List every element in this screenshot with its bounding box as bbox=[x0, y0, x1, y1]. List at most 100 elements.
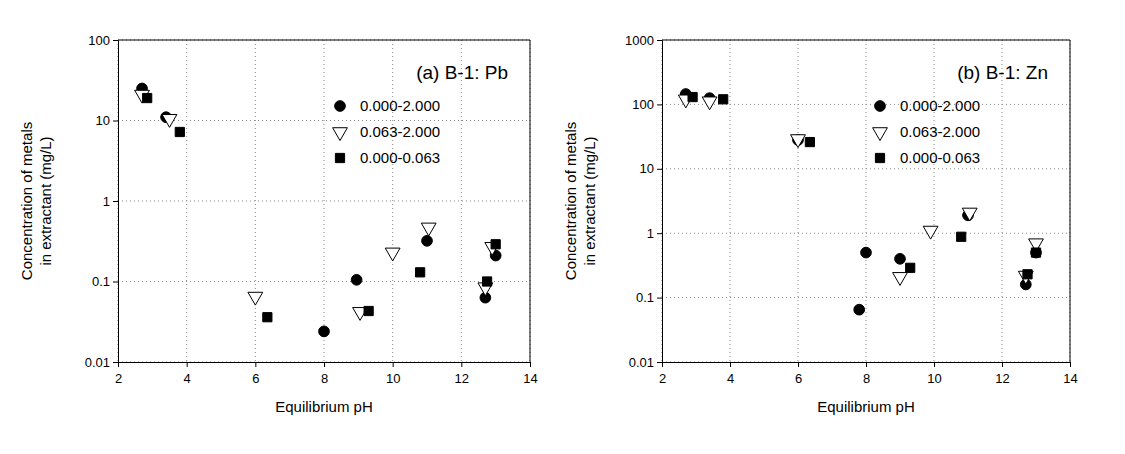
y-tick-label: 1 bbox=[647, 226, 654, 241]
point bbox=[854, 304, 865, 315]
grid-line-y bbox=[662, 40, 1070, 41]
point bbox=[791, 135, 806, 148]
x-tick-label: 4 bbox=[727, 371, 734, 386]
x-axis-title: Equilibrium pH bbox=[817, 398, 915, 415]
point bbox=[688, 92, 697, 101]
grid-line-y bbox=[118, 201, 530, 202]
grid-line-x bbox=[530, 40, 531, 362]
y-axis-title: in extractant (mg/L) bbox=[37, 136, 54, 265]
x-tick-mark bbox=[1070, 362, 1071, 367]
y-tick-label: 10 bbox=[96, 113, 110, 128]
y-tick-label: 0.1 bbox=[92, 274, 110, 289]
point bbox=[962, 208, 977, 221]
x-tick: 6 bbox=[252, 362, 259, 386]
x-axis: 2 4 6 8 10 12 14 bbox=[115, 362, 538, 386]
y-tick-mark bbox=[657, 169, 662, 170]
x-tick-label: 14 bbox=[1063, 371, 1077, 386]
point bbox=[351, 274, 362, 285]
grid bbox=[118, 40, 530, 362]
grid-line-x bbox=[1002, 40, 1003, 362]
y-axis-line bbox=[657, 41, 663, 363]
x-axis-line bbox=[119, 363, 531, 368]
x-tick-mark bbox=[393, 362, 394, 367]
x-tick-mark bbox=[255, 362, 256, 367]
point bbox=[1031, 248, 1040, 257]
title: (a) B-1: Pb bbox=[416, 62, 508, 83]
y-tick: 10 bbox=[640, 161, 662, 176]
y-tick: 0.1 bbox=[636, 290, 662, 305]
y-tick: 1 bbox=[103, 194, 118, 209]
y-tick: 0.1 bbox=[92, 274, 118, 289]
legend-label: 0.000-2.000 bbox=[360, 97, 440, 114]
x-tick-label: 4 bbox=[184, 371, 191, 386]
point bbox=[719, 95, 728, 104]
x-tick: 12 bbox=[455, 362, 469, 386]
y-tick-mark bbox=[657, 233, 662, 234]
x-tick-mark bbox=[798, 362, 799, 367]
x-tick: 4 bbox=[727, 362, 734, 386]
legend-label: 0.000-0.063 bbox=[900, 149, 980, 166]
y-tick: 1 bbox=[647, 226, 662, 241]
x-tick-mark bbox=[730, 362, 731, 367]
title: (b) B-1: Zn bbox=[957, 62, 1048, 83]
x-tick-label: 6 bbox=[252, 371, 259, 386]
x-tick-label: 10 bbox=[927, 371, 941, 386]
y-tick: 1000 bbox=[625, 33, 662, 48]
legend: 0.000-2.0000.063-2.0000.000-0.063 bbox=[333, 97, 440, 166]
point bbox=[893, 273, 908, 286]
y-tick-label: 10 bbox=[640, 161, 654, 176]
point bbox=[491, 240, 500, 249]
point bbox=[702, 97, 717, 110]
y-tick-mark bbox=[657, 104, 662, 105]
point bbox=[805, 137, 814, 146]
grid-line-y bbox=[662, 233, 1070, 234]
point bbox=[162, 115, 177, 128]
grid-line-x bbox=[730, 40, 731, 362]
x-tick: 6 bbox=[795, 362, 802, 386]
x-tick: 14 bbox=[523, 362, 537, 386]
point bbox=[422, 235, 433, 246]
legend-marker bbox=[335, 101, 346, 112]
legend-marker bbox=[335, 153, 344, 162]
x-tick: 8 bbox=[863, 362, 870, 386]
y-axis: 0.01 0.1 1 10 100 bbox=[85, 33, 119, 370]
x-tick: 10 bbox=[386, 362, 400, 386]
legend-marker bbox=[873, 128, 888, 141]
point bbox=[364, 306, 373, 315]
grid-line-x bbox=[461, 40, 462, 362]
y-tick: 0.01 bbox=[85, 355, 118, 370]
y-axis-line bbox=[113, 41, 119, 363]
legend-label: 0.000-2.000 bbox=[900, 97, 980, 114]
legend-marker bbox=[333, 128, 348, 141]
x-tick-label: 8 bbox=[321, 371, 328, 386]
legend-label: 0.063-2.000 bbox=[900, 123, 980, 140]
point bbox=[248, 292, 263, 305]
x-tick-label: 10 bbox=[386, 371, 400, 386]
y-tick-mark bbox=[113, 282, 118, 283]
y-axis-title: in extractant (mg/L) bbox=[581, 136, 598, 265]
x-tick-mark bbox=[187, 362, 188, 367]
legend-marker bbox=[875, 153, 884, 162]
y-tick-mark bbox=[113, 40, 118, 41]
grid-line-x bbox=[866, 40, 867, 362]
y-tick-mark bbox=[657, 362, 662, 363]
points bbox=[678, 89, 1043, 315]
y-tick: 0.01 bbox=[629, 355, 662, 370]
y-tick-mark bbox=[113, 362, 118, 363]
y-tick: 100 bbox=[88, 33, 118, 48]
x-tick: 2 bbox=[115, 362, 122, 386]
x-tick-label: 14 bbox=[523, 371, 537, 386]
point bbox=[1023, 270, 1032, 279]
x-tick-label: 12 bbox=[995, 371, 1009, 386]
point bbox=[1031, 247, 1042, 258]
x-axis: 2468101214 bbox=[659, 362, 1078, 386]
panel: 24681012140.010.11101001000(b) B-1: ZnEq… bbox=[562, 33, 1078, 415]
point bbox=[175, 127, 184, 136]
legend: 0.000-2.000 0.063-2.000 0.000-0.063 bbox=[873, 97, 980, 166]
point bbox=[263, 313, 272, 322]
y-tick: 10 bbox=[96, 113, 118, 128]
x-tick: 4 bbox=[184, 362, 191, 386]
point bbox=[906, 263, 915, 272]
y-axis-title: Concentration of metals bbox=[18, 122, 35, 280]
point bbox=[957, 232, 966, 241]
